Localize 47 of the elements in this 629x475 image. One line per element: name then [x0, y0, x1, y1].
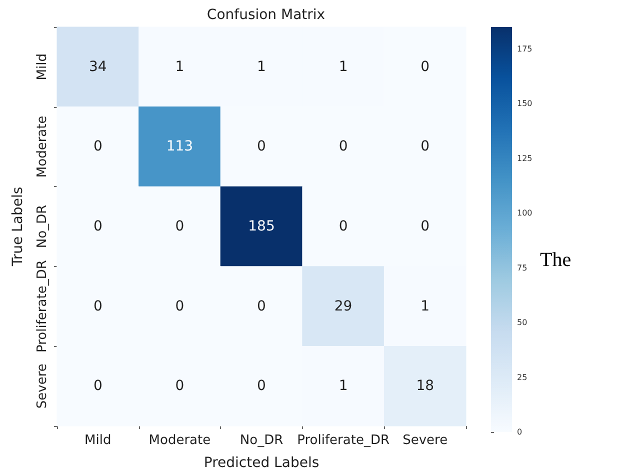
y-axis-title: True Labels	[10, 186, 26, 268]
data-label: 0	[338, 138, 348, 155]
data-label: 1	[420, 298, 430, 314]
color-bar-label: 50	[517, 318, 528, 328]
data-label: 0	[93, 218, 102, 234]
x-tick-label: Mild	[84, 433, 112, 448]
y-tick-label: Mild	[35, 54, 50, 80]
x-tick-label: No_DR	[240, 433, 284, 448]
data-label: 0	[93, 298, 102, 314]
y-tick-label: Severe	[35, 364, 50, 409]
color-bar-label: 75	[517, 263, 528, 272]
x-tick-label: Severe	[402, 433, 448, 448]
color-bar-label: 150	[517, 99, 532, 108]
y-tick-label: Moderate	[35, 116, 50, 178]
data-label: 0	[257, 138, 266, 155]
color-bar-label: 0	[517, 428, 522, 436]
x-tick-label: Moderate	[148, 433, 211, 448]
data-label: 18	[416, 378, 434, 394]
data-label: 0	[420, 138, 430, 155]
x-axis-title: Predicted Labels	[204, 455, 320, 471]
data-label: 0	[420, 218, 430, 234]
data-label: 29	[334, 298, 352, 314]
data-label: 0	[420, 58, 430, 75]
data-label: 1	[257, 58, 266, 75]
color-bar-label: 25	[517, 372, 528, 382]
data-label: 34	[88, 58, 107, 75]
data-label: 113	[166, 138, 194, 155]
x-tick-label: Proliferate_DR	[297, 433, 390, 448]
y-tick-label: Proliferate_DR	[35, 260, 50, 352]
data-label: 0	[257, 378, 266, 394]
chart-title: Confusion Matrix	[206, 7, 326, 23]
text: The	[540, 249, 572, 271]
data-label: 0	[175, 218, 184, 234]
data-label: 1	[175, 58, 184, 75]
y-tick-label: No_DR	[35, 204, 50, 248]
data-label: 0	[93, 138, 102, 155]
data-label: 0	[93, 378, 102, 394]
data-label: 0	[175, 298, 184, 314]
data-label: 1	[338, 378, 348, 394]
data-label: 1	[338, 58, 348, 75]
data-label: 0	[338, 218, 348, 234]
color-bar-label: 125	[517, 154, 532, 163]
color-bar-label: 175	[517, 44, 532, 54]
data-label: 0	[175, 378, 184, 394]
color-bar-label: 100	[517, 208, 532, 218]
data-label: 185	[248, 218, 275, 234]
data-label: 0	[257, 298, 266, 314]
